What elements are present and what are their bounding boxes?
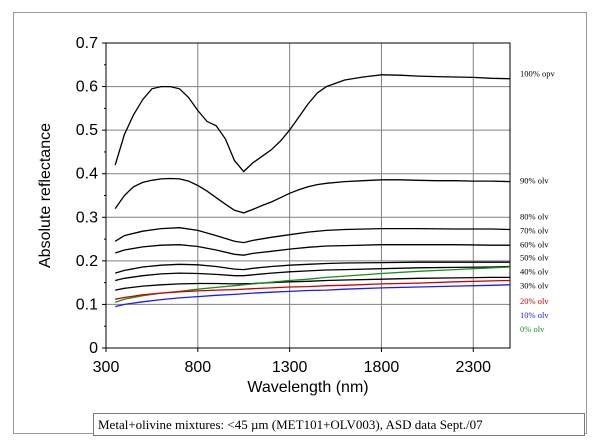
series-line <box>115 284 511 308</box>
series-label: 80% olv <box>520 211 549 221</box>
series-line <box>114 227 511 244</box>
series-label: 40% olv <box>520 266 549 276</box>
series-lines <box>114 74 511 308</box>
x-axis-ticks: 300 800 1300 1800 2300 <box>93 348 491 376</box>
y-tick-label: 0.6 <box>76 79 98 96</box>
reflectance-chart: 300 800 1300 1800 2300 0 0.1 0.2 0.3 0.4 0.5 0.6 0.… <box>37 35 555 396</box>
y-tick-label: 0.2 <box>76 253 98 270</box>
y-tick-label: 0.5 <box>76 122 98 139</box>
series-line <box>115 265 511 282</box>
grid-lines <box>105 42 510 349</box>
series-labels: 100% opv 90% olv 80% olv 70% olv 60% olv 50% … <box>520 69 555 334</box>
caption-text: Metal+olivine mixtures: <45 µm (MET101+O… <box>98 417 483 432</box>
y-tick-label: 0 <box>89 340 98 357</box>
series-label: 30% olv <box>520 280 549 290</box>
series-line <box>114 74 511 173</box>
plot-area-border <box>105 42 511 349</box>
y-tick-label: 0.4 <box>76 166 98 183</box>
x-tick-label: 1800 <box>364 359 400 376</box>
x-tick-label: 1300 <box>272 359 308 376</box>
y-tick-label: 0.1 <box>76 296 98 313</box>
series-label: 0% olv <box>520 324 545 334</box>
series-label: 60% olv <box>520 239 549 249</box>
x-tick-label: 800 <box>184 359 211 376</box>
x-tick-label: 2300 <box>455 359 491 376</box>
y-tick-label: 0.3 <box>76 209 98 226</box>
y-axis-ticks: 0 0.1 0.2 0.3 0.4 0.5 0.6 0.7 <box>76 35 106 357</box>
series-label: 100% opv <box>520 69 555 79</box>
x-axis-label: Wavelength (nm) <box>247 379 368 396</box>
series-label: 20% olv <box>520 296 549 306</box>
x-tick-label: 300 <box>93 359 120 376</box>
series-label: 50% olv <box>520 252 549 262</box>
caption-box: Metal+olivine mixtures: <45 µm (MET101+O… <box>93 413 585 436</box>
series-label: 70% olv <box>520 225 549 235</box>
y-axis-label: Absolute reflectance <box>37 123 54 268</box>
chart-frame: 300 800 1300 1800 2300 0 0.1 0.2 0.3 0.4 0.5 0.6 0.… <box>13 12 587 436</box>
series-label: 90% olv <box>520 175 549 185</box>
y-tick-label: 0.7 <box>76 35 98 52</box>
series-line <box>115 261 510 274</box>
series-line <box>115 279 511 300</box>
series-line <box>114 244 510 256</box>
series-line <box>114 177 511 214</box>
series-label: 10% olv <box>520 310 549 320</box>
